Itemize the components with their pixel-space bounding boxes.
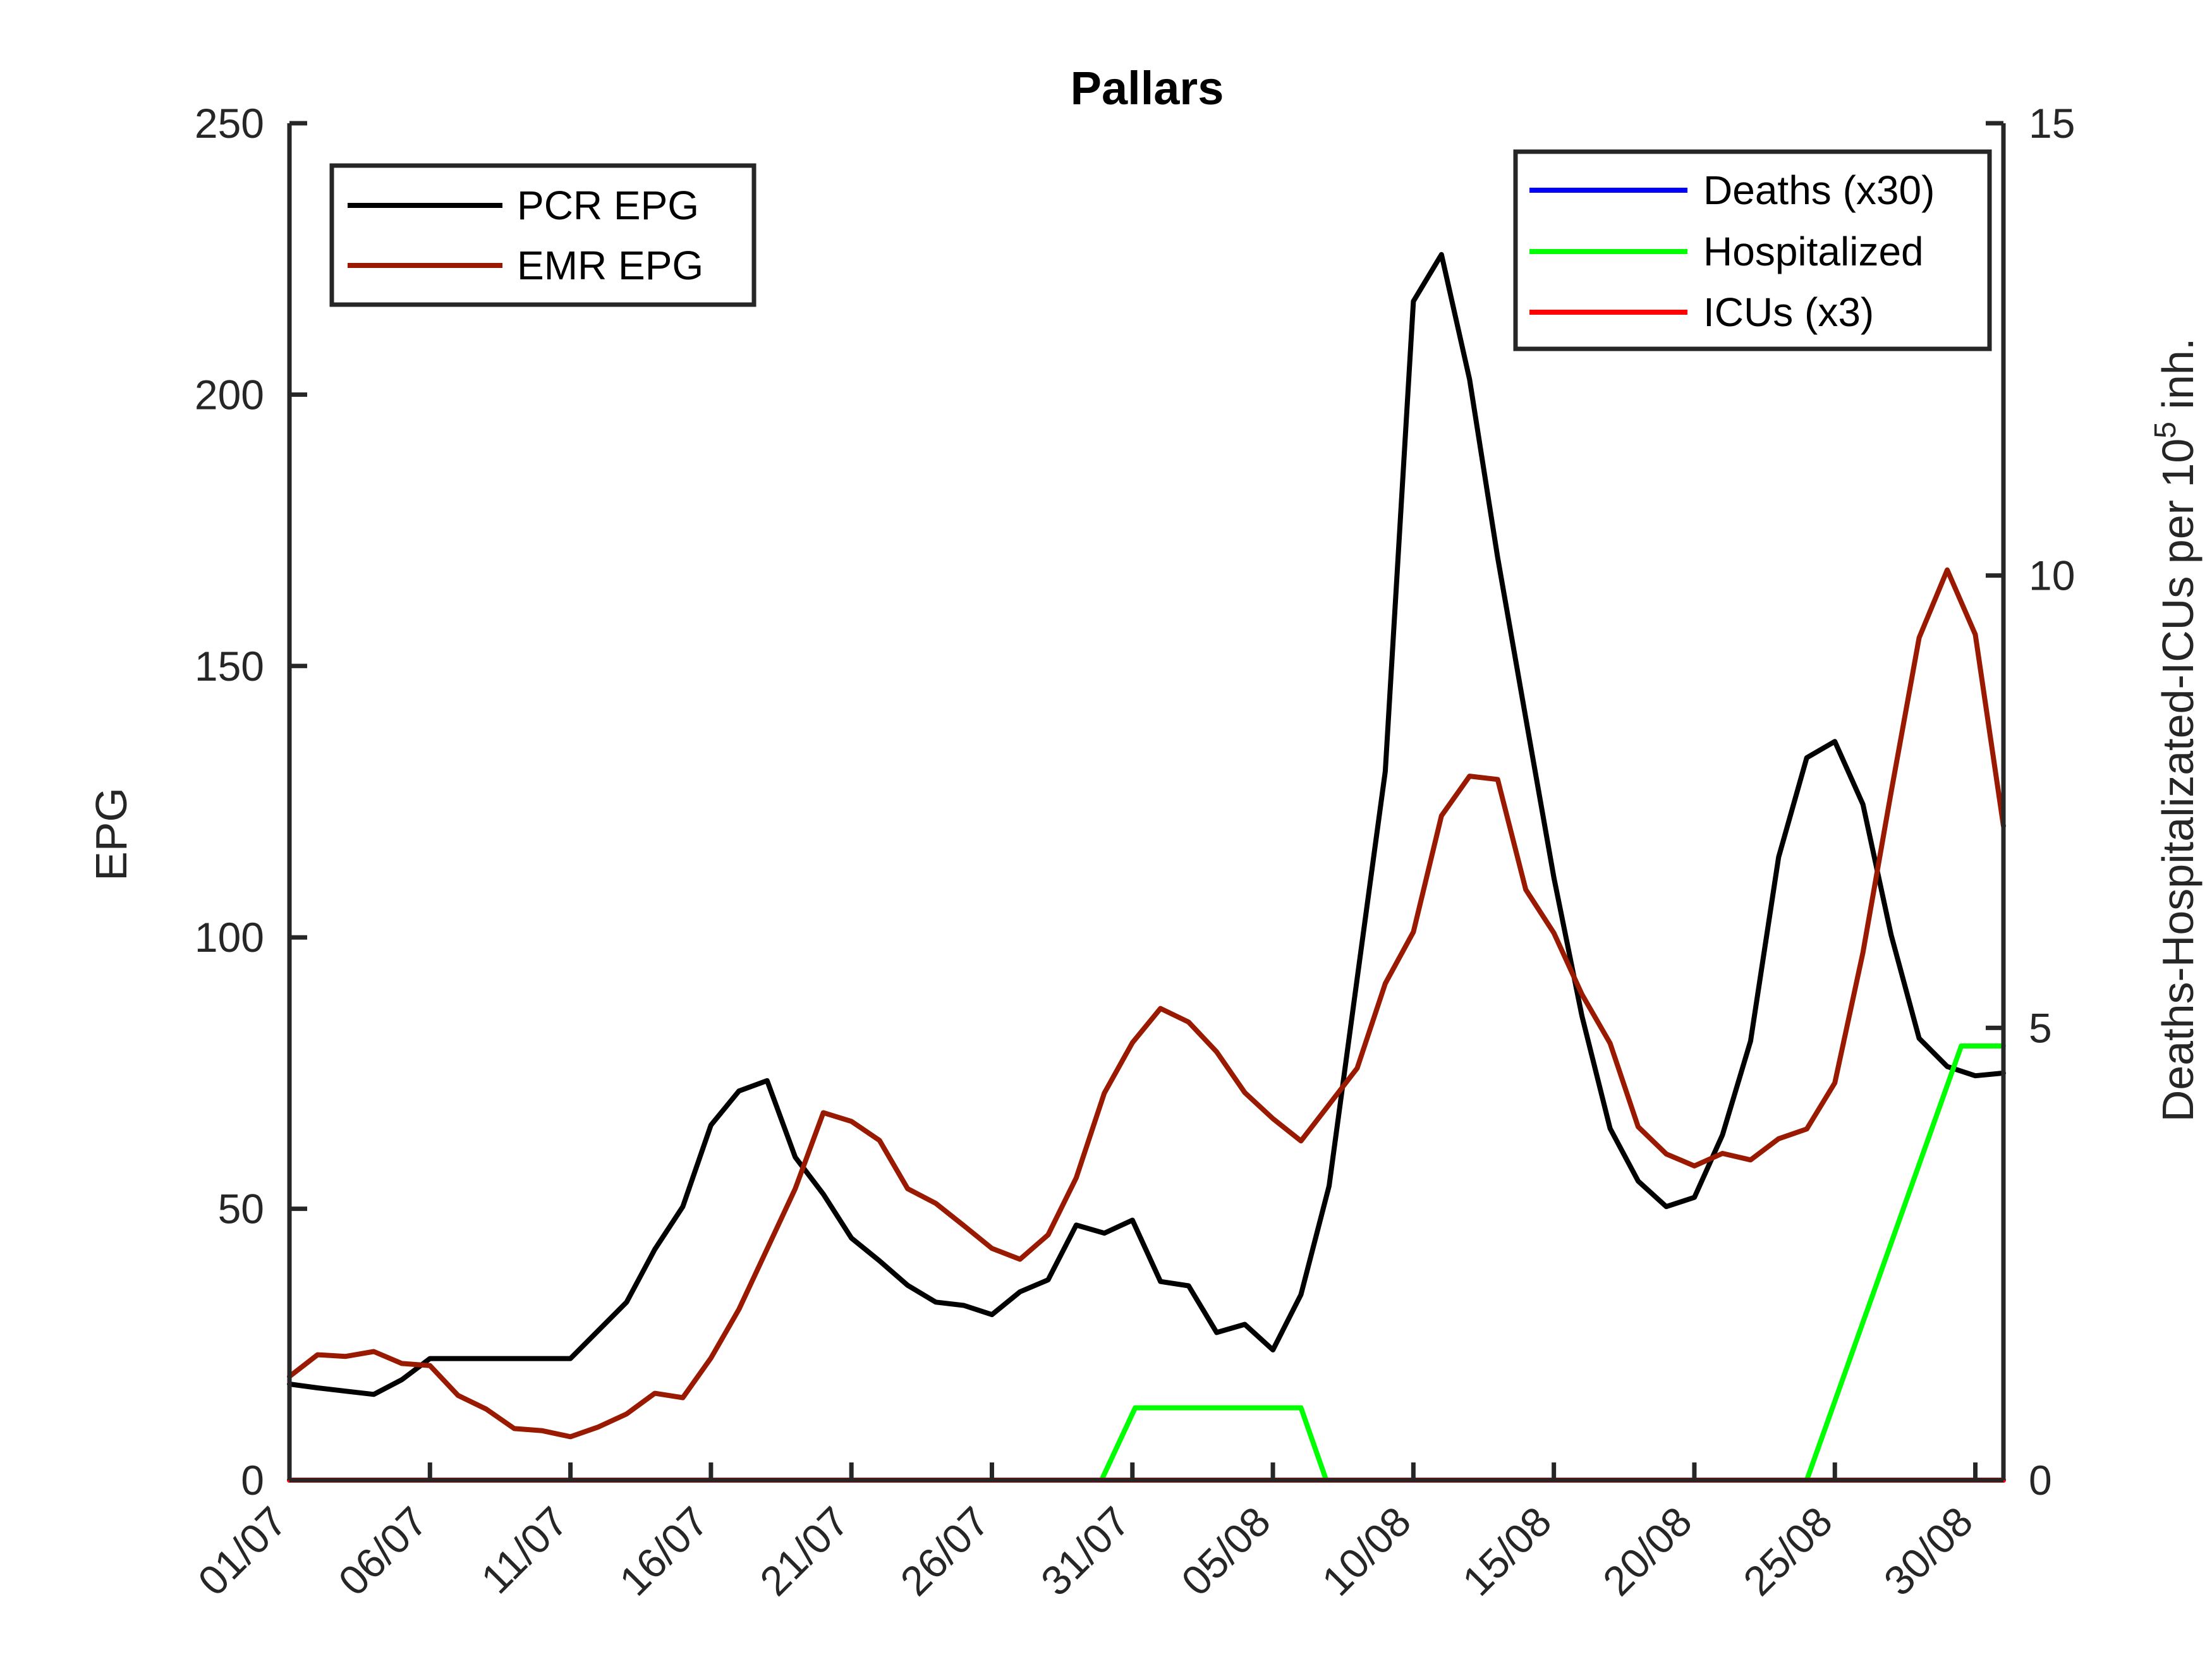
legend-label-emr-epg: EMR EPG [517,243,703,288]
y-right-tick-label: 10 [2029,552,2075,599]
y-right-tick-label: 0 [2029,1457,2052,1504]
y-axis-right-label: Deaths-Hospitalizated-ICUs per 105 inh. [2149,338,2203,1122]
y-right-tick-label: 5 [2029,1004,2052,1051]
series-line-hospitalized [287,1043,2006,1483]
series-line-pcr-epg [287,252,2006,1397]
legend-label-hospitalized: Hospitalized [1703,229,1924,274]
y-left-tick-label: 250 [195,100,264,147]
y-axis-right-label-main: Deaths-Hospitalizated-ICUs per 10 [2153,439,2203,1122]
y-axis-left-label: EPG [87,787,136,881]
y-left-tick-label: 50 [218,1186,264,1232]
y-left-tick-label: 150 [195,643,264,690]
y-axis-right-label-superscript: 5 [2149,422,2182,439]
legend-label-deaths: Deaths (x30) [1703,167,1935,213]
series-line-emr-epg [287,567,2006,1440]
y-left-tick-label: 100 [195,914,264,961]
legend-right: Deaths (x30) Hospitalized ICUs (x3) [1513,149,1992,351]
chart-title: Pallars [1071,62,1224,114]
legend-left: PCR EPG EMR EPG [329,163,757,307]
legend-label-icus: ICUs (x3) [1703,289,1874,335]
y-axis-right-label-suffix: inh. [2153,338,2203,422]
y-right-tick-label: 15 [2029,100,2075,147]
legend-label-pcr-epg: PCR EPG [517,183,699,228]
legend-left-box [329,163,757,307]
y-left-tick-label: 0 [241,1457,264,1504]
y-left-tick-label: 200 [195,371,264,418]
